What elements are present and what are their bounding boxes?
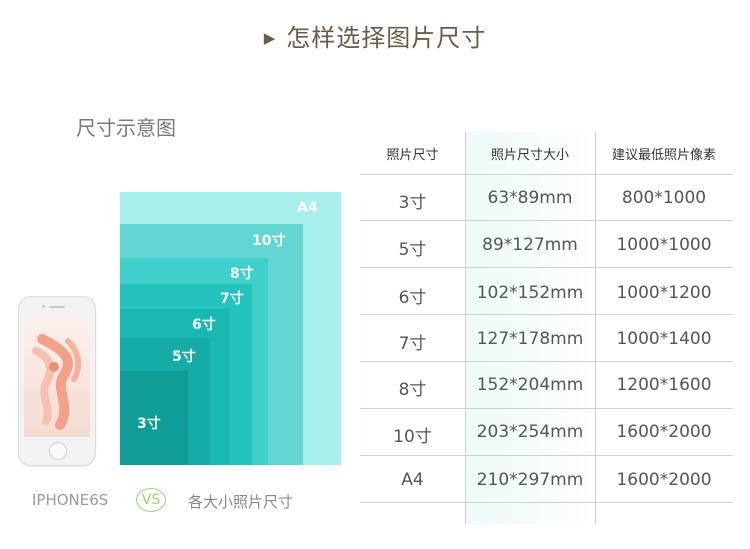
table-header-size: 照片尺寸 <box>386 148 439 163</box>
size-label-a4: A4 <box>297 200 318 216</box>
row-divider <box>360 361 733 362</box>
page-title-text: 怎样选择图片尺寸 <box>286 24 487 52</box>
table-cell-size: 3寸 <box>398 193 427 213</box>
size-label-7: 7寸 <box>220 291 244 307</box>
phone-home-button <box>49 442 67 460</box>
table-cell-dimensions: 210*297mm <box>476 470 584 490</box>
row-divider <box>360 220 733 221</box>
legend-phone-label: IPHONE6S <box>32 491 109 509</box>
table-cell-min-pixels: 800*1000 <box>621 188 707 208</box>
table-cell-dimensions: 127*178mm <box>476 329 584 349</box>
size-block-3: 3寸 <box>120 371 188 465</box>
size-label-3: 3寸 <box>137 416 161 432</box>
page-title: ▶ 怎样选择图片尺寸 <box>0 18 750 53</box>
vs-badge: VS <box>136 488 166 512</box>
phone-speaker <box>49 306 65 308</box>
table-cell-dimensions: 152*204mm <box>476 375 584 395</box>
size-label-5: 5寸 <box>172 349 196 365</box>
column-divider <box>465 132 466 524</box>
size-label-6: 6寸 <box>192 317 216 333</box>
table-cell-size: 6寸 <box>398 288 427 308</box>
table-cell-min-pixels: 1600*2000 <box>616 422 712 442</box>
row-divider <box>360 314 733 315</box>
row-divider <box>360 502 733 503</box>
table-header-min-pixels: 建议最低照片像素 <box>611 148 716 163</box>
row-divider <box>360 267 733 268</box>
table-cell-dimensions: 102*152mm <box>476 283 584 303</box>
header-divider <box>360 174 733 175</box>
table-cell-size: 8寸 <box>398 380 427 400</box>
table-cell-size: 7寸 <box>398 334 427 354</box>
table-cell-min-pixels: 1200*1600 <box>616 375 712 395</box>
row-divider <box>360 408 733 409</box>
table-cell-size: 10寸 <box>393 427 432 447</box>
triangle-bullet-icon: ▶ <box>263 29 277 47</box>
size-label-8: 8寸 <box>230 266 254 282</box>
size-label-10: 10寸 <box>252 233 286 249</box>
table-cell-min-pixels: 1600*2000 <box>616 470 712 490</box>
legend-all-sizes-label: 各大小照片尺寸 <box>188 493 294 511</box>
table-cell-dimensions: 89*127mm <box>482 235 578 255</box>
column-divider <box>595 132 596 524</box>
table-cell-dimensions: 63*89mm <box>487 188 573 208</box>
size-table: 照片尺寸 照片尺寸大小 建议最低照片像素 3寸 63*89mm 800*1000… <box>360 132 733 524</box>
table-cell-size: 5寸 <box>398 240 427 260</box>
table-header-dimensions: 照片尺寸大小 <box>490 148 569 163</box>
highlight-column-band <box>465 132 595 524</box>
table-cell-dimensions: 203*254mm <box>476 422 584 442</box>
iphone-illustration <box>18 296 96 466</box>
table-cell-size: A4 <box>401 470 424 490</box>
phone-screen <box>24 317 90 437</box>
table-cell-min-pixels: 1000*1400 <box>616 329 712 349</box>
row-divider <box>360 455 733 456</box>
table-cell-min-pixels: 1000*1200 <box>616 283 712 303</box>
table-cell-min-pixels: 1000*1000 <box>616 235 712 255</box>
fish-wallpaper-image <box>32 334 82 430</box>
phone-camera <box>42 305 45 308</box>
diagram-title: 尺寸示意图 <box>76 116 176 140</box>
